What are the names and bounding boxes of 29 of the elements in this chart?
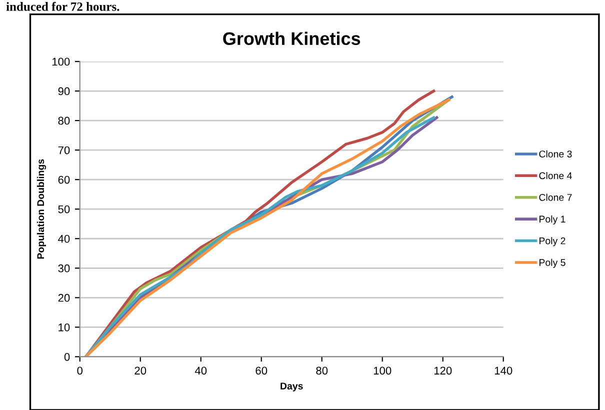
legend-label: Poly 5	[540, 258, 566, 268]
legend-label: Poly 1	[540, 215, 566, 224]
x-tick-label: 80	[316, 366, 328, 375]
y-tick-label: 80	[58, 116, 70, 125]
y-tick-label: 100	[52, 58, 70, 66]
legend-label: Clone 3	[539, 150, 572, 158]
y-axis-title: Population Doublings	[36, 159, 46, 259]
legend-label: Clone 4	[539, 172, 572, 180]
y-tick-label: 90	[58, 87, 70, 96]
x-tick-label: 120	[434, 366, 452, 375]
y-tick-label: 10	[58, 323, 70, 332]
legend-label: Poly 2	[540, 237, 566, 246]
text: induced for 72 hours.	[6, 2, 120, 11]
x-tick-label: 140	[494, 366, 512, 375]
x-tick-label: 20	[134, 366, 146, 375]
y-tick-label: 70	[58, 146, 70, 154]
x-tick-label: 100	[374, 366, 392, 375]
y-tick-label: 60	[58, 176, 70, 184]
y-tick-label: 40	[58, 234, 70, 243]
x-tick-label: 60	[256, 366, 268, 375]
x-tick-label: 40	[194, 366, 207, 375]
y-tick-label: 50	[58, 205, 70, 214]
y-tick-label: 20	[58, 294, 70, 302]
y-tick-label: 30	[58, 264, 70, 272]
x-tick-label: 0	[77, 366, 83, 375]
legend-label: Clone 7	[539, 194, 572, 201]
chart-title: Growth Kinetics	[223, 32, 360, 46]
x-axis-title: Days	[280, 382, 303, 392]
y-tick-label: 0	[64, 352, 70, 361]
